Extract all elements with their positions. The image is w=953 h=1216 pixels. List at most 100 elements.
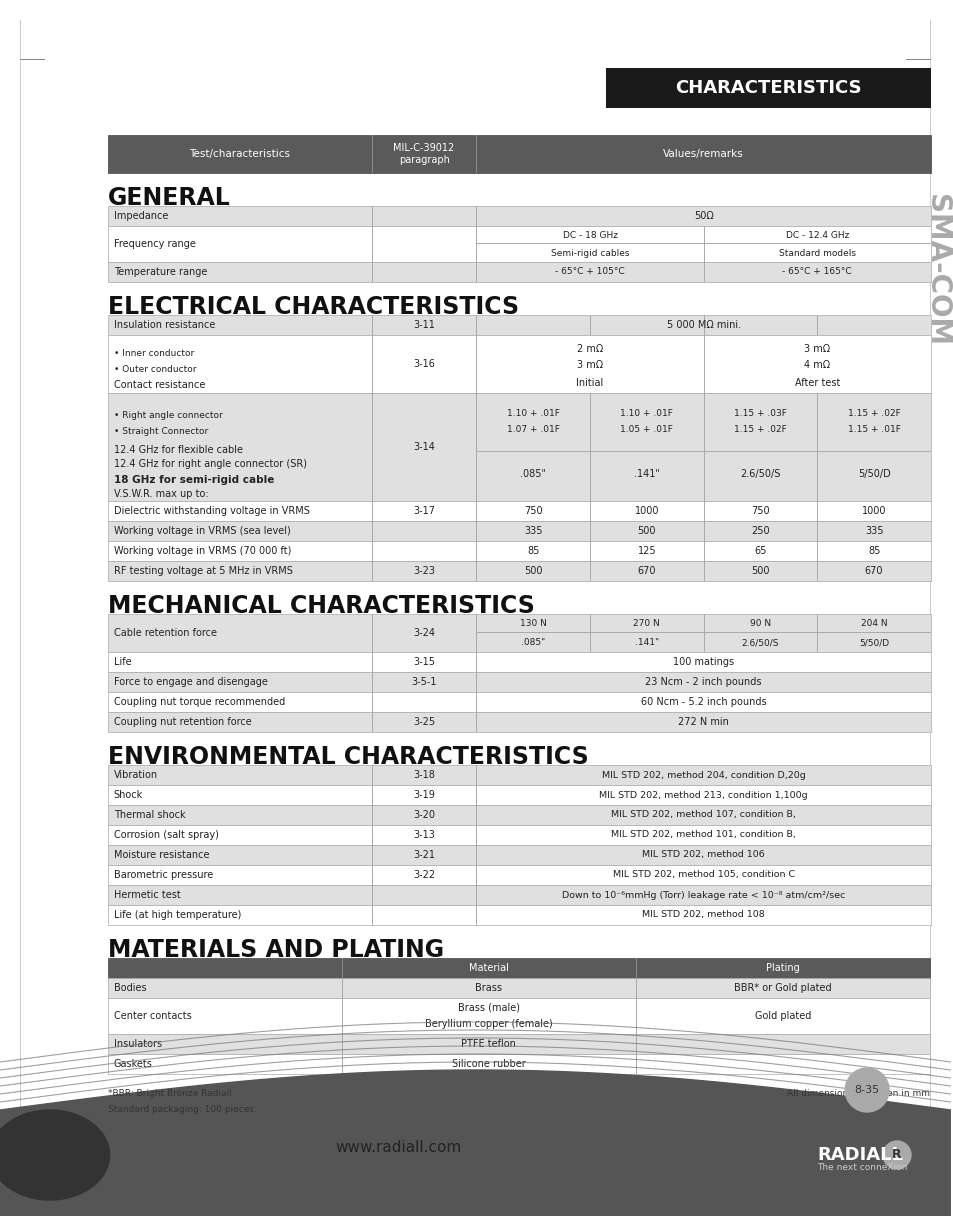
Text: Down to 10⁻⁶mmHg (Torr) leakage rate < 10⁻⁸ atm/cm²/sec: Down to 10⁻⁶mmHg (Torr) leakage rate < 1… (561, 890, 844, 900)
Bar (108, 226, 930, 261)
Text: 335: 335 (864, 527, 882, 536)
Text: 3-5-1: 3-5-1 (411, 677, 436, 687)
Text: ENVIRONMENTAL CHARACTERISTICS: ENVIRONMENTAL CHARACTERISTICS (108, 745, 588, 769)
Text: *BBR: Bright Bronze Radiall: *BBR: Bright Bronze Radiall (108, 1090, 232, 1098)
Bar (636, 978, 637, 998)
Text: Corrosion (salt spray): Corrosion (salt spray) (113, 831, 218, 840)
Text: Beryllium copper (female): Beryllium copper (female) (424, 1019, 552, 1029)
Bar (589, 520, 591, 541)
Bar (372, 614, 373, 652)
Text: 2 mΩ: 2 mΩ (577, 344, 602, 354)
Bar (372, 786, 373, 805)
Text: 1000: 1000 (861, 506, 885, 516)
Bar (372, 672, 373, 692)
Text: Frequency range: Frequency range (113, 240, 195, 249)
Text: 65: 65 (754, 546, 766, 556)
Bar (605, 68, 930, 108)
Text: Shock: Shock (113, 790, 143, 800)
Text: 1.15 + .01F: 1.15 + .01F (847, 424, 900, 433)
Text: Impedance: Impedance (113, 212, 168, 221)
Text: Brass: Brass (475, 983, 502, 993)
Bar (108, 1034, 929, 1054)
Bar (636, 958, 637, 978)
Text: Semi-rigid cables: Semi-rigid cables (550, 248, 629, 258)
Bar (372, 765, 373, 786)
Text: www.radiall.com: www.radiall.com (335, 1141, 461, 1155)
Text: 750: 750 (523, 506, 542, 516)
Text: The next conneXion: The next conneXion (817, 1164, 906, 1172)
Text: 130 N: 130 N (519, 619, 546, 627)
Text: Working voltage in VRMS (sea level): Working voltage in VRMS (sea level) (113, 527, 290, 536)
Bar (589, 614, 591, 652)
Text: 3-23: 3-23 (413, 565, 435, 576)
Text: 5/50/D: 5/50/D (857, 469, 889, 479)
Bar (372, 501, 373, 520)
Text: Force to engage and disengage: Force to engage and disengage (113, 677, 267, 687)
Bar (108, 885, 930, 905)
Bar (372, 315, 373, 334)
Bar (703, 261, 704, 282)
Text: 670: 670 (864, 565, 882, 576)
Bar (20, 19, 21, 1195)
Text: 1.10 + .01F: 1.10 + .01F (506, 409, 559, 417)
Text: 335: 335 (523, 527, 542, 536)
Text: 3 mΩ: 3 mΩ (577, 360, 602, 370)
Bar (372, 652, 373, 672)
Bar (636, 998, 637, 1034)
Text: Plating: Plating (765, 963, 799, 973)
Bar (703, 614, 704, 652)
Text: Bodies: Bodies (113, 983, 146, 993)
Bar (108, 805, 930, 824)
Text: 3-17: 3-17 (413, 506, 435, 516)
Text: 23 Ncm - 2 inch pounds: 23 Ncm - 2 inch pounds (645, 677, 761, 687)
Bar (372, 561, 373, 581)
Text: .141": .141" (633, 469, 659, 479)
Text: 100 matings: 100 matings (673, 657, 734, 668)
Text: MECHANICAL CHARACTERISTICS: MECHANICAL CHARACTERISTICS (108, 593, 534, 618)
Text: After test: After test (794, 378, 839, 388)
Text: 12.4 GHz for right angle connector (SR): 12.4 GHz for right angle connector (SR) (113, 458, 306, 469)
Text: 3-11: 3-11 (413, 320, 435, 330)
Circle shape (844, 1068, 888, 1111)
Text: Material: Material (469, 963, 508, 973)
Bar (929, 19, 930, 1195)
Text: 3-15: 3-15 (413, 657, 435, 668)
Text: PTFE teflon: PTFE teflon (461, 1038, 516, 1049)
Bar (341, 998, 342, 1034)
Bar (703, 520, 704, 541)
Text: • Inner conductor: • Inner conductor (113, 349, 193, 358)
Text: 272 N min: 272 N min (678, 717, 728, 727)
Text: MATERIALS AND PLATING: MATERIALS AND PLATING (108, 938, 443, 962)
Text: R: R (891, 1148, 901, 1161)
Bar (817, 393, 818, 501)
Bar (372, 865, 373, 885)
Text: Cable retention force: Cable retention force (113, 627, 216, 638)
Text: Life (at high temperature): Life (at high temperature) (113, 910, 241, 921)
Text: 125: 125 (637, 546, 656, 556)
Text: • Outer conductor: • Outer conductor (113, 365, 196, 373)
Text: CHARACTERISTICS: CHARACTERISTICS (675, 79, 861, 97)
Bar (108, 713, 930, 732)
Bar (108, 958, 929, 978)
Bar (636, 1034, 637, 1054)
Text: 500: 500 (750, 565, 769, 576)
Text: 250: 250 (750, 527, 769, 536)
Text: 750: 750 (750, 506, 769, 516)
Bar (703, 561, 704, 581)
Text: Gaskets: Gaskets (113, 1059, 152, 1069)
Bar (341, 958, 342, 978)
Text: Center contacts: Center contacts (113, 1010, 192, 1021)
Text: MIL STD 202, method 106: MIL STD 202, method 106 (641, 850, 764, 860)
Text: 85: 85 (867, 546, 880, 556)
Text: 1.15 + .02F: 1.15 + .02F (734, 424, 786, 433)
Text: Working voltage in VRMS (70 000 ft): Working voltage in VRMS (70 000 ft) (113, 546, 291, 556)
Text: 3-20: 3-20 (413, 810, 435, 820)
Bar (108, 765, 930, 786)
Text: Thermal shock: Thermal shock (113, 810, 185, 820)
Text: 500: 500 (523, 565, 542, 576)
Text: 60 Ncm - 5.2 inch pounds: 60 Ncm - 5.2 inch pounds (640, 697, 765, 706)
Bar (108, 261, 930, 282)
Text: Standard packaging: 100 pieces.: Standard packaging: 100 pieces. (108, 1105, 256, 1115)
Text: 8-35: 8-35 (854, 1085, 879, 1094)
Text: Coupling nut torque recommended: Coupling nut torque recommended (113, 697, 285, 706)
